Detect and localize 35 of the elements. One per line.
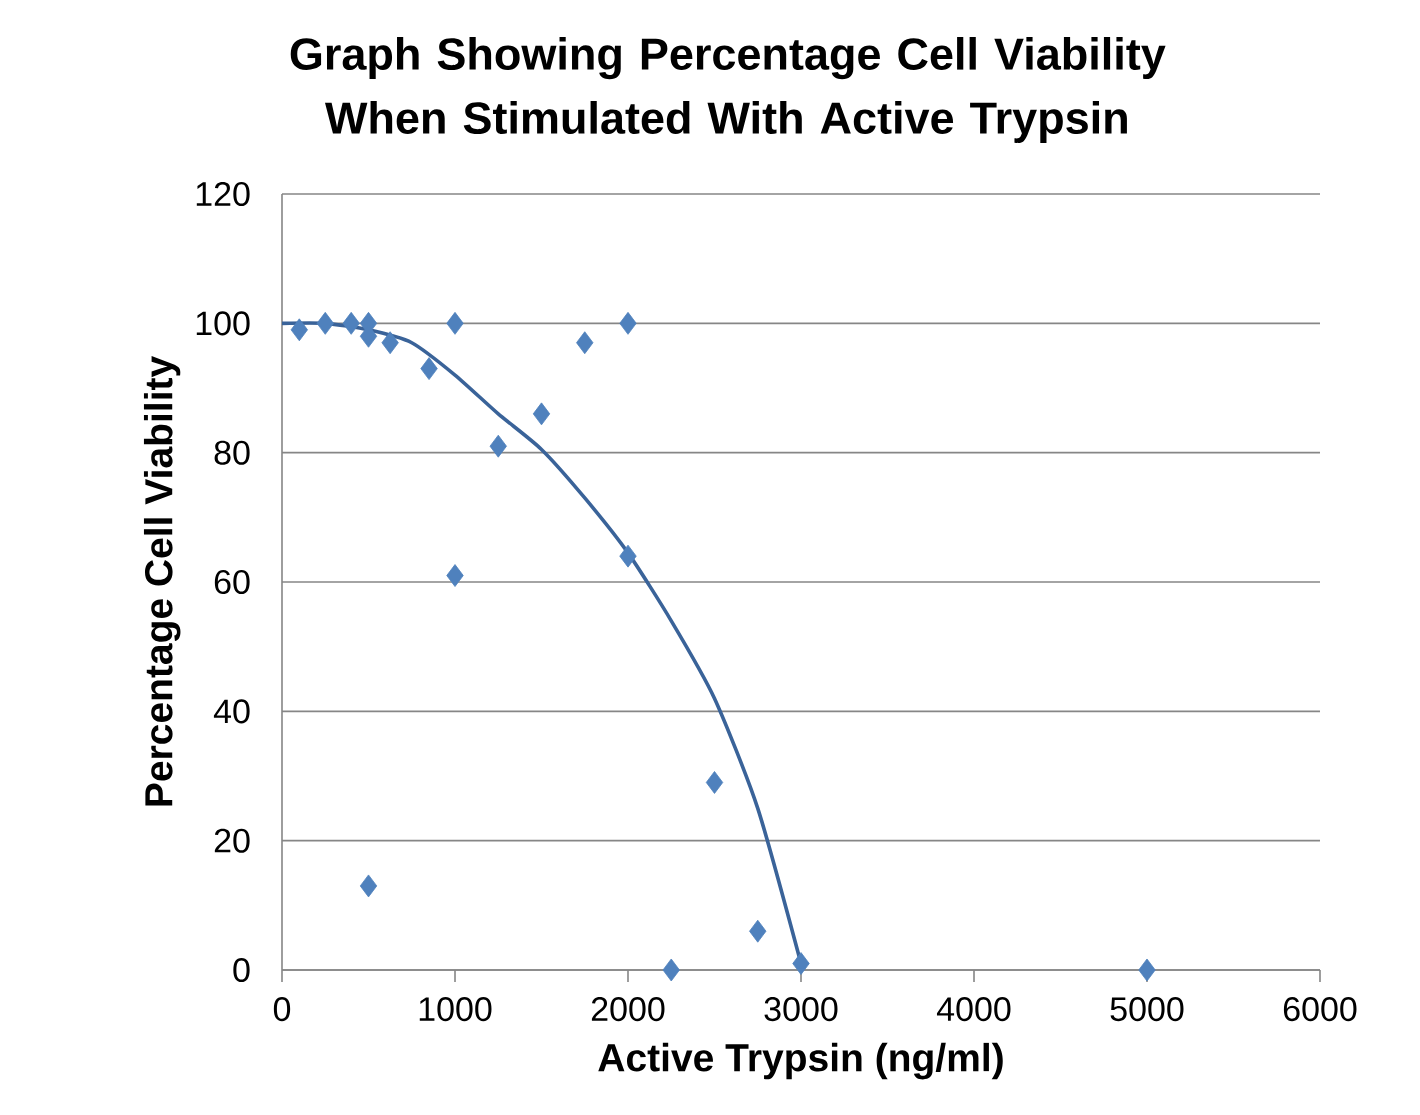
point — [792, 952, 810, 975]
point — [619, 544, 637, 568]
x-tick-label: 5000 — [1110, 997, 1184, 1022]
point — [662, 958, 680, 982]
point — [290, 318, 308, 342]
point — [576, 331, 594, 355]
x-tick-label: 2000 — [591, 997, 665, 1022]
y-tick-label: 120 — [196, 181, 250, 207]
y-tick-label: 100 — [196, 311, 250, 336]
y-tick-label: 80 — [214, 440, 250, 465]
y-tick-label: 20 — [214, 828, 250, 853]
x-tick-label: 0 — [273, 997, 291, 1022]
point — [446, 564, 464, 587]
x-axis-title: Active Trypsin (ng/ml) — [598, 1042, 1003, 1080]
chart-title: Graph Showing Percentage Cell Viability When Stimulated With Active Trypsin — [290, 36, 1166, 143]
point — [749, 919, 767, 943]
point — [381, 331, 399, 355]
y-axis-title: Percentage Cell Viability — [143, 356, 181, 806]
y-tick-label: 40 — [213, 699, 250, 724]
point — [532, 402, 551, 426]
point — [1138, 958, 1156, 982]
x-tick-label: 4000 — [936, 997, 1011, 1022]
point — [420, 357, 438, 380]
x-tick-label: 1000 — [419, 997, 492, 1022]
point — [619, 311, 637, 335]
x-tick-label: 6000 — [1283, 997, 1357, 1022]
point — [446, 311, 464, 335]
y-tick-label: 0 — [233, 957, 250, 983]
point — [359, 874, 378, 898]
point — [316, 311, 334, 335]
y-tick-label: 60 — [214, 569, 250, 595]
point — [342, 311, 360, 335]
point — [489, 434, 507, 458]
point — [705, 771, 724, 794]
x-tick-label: 3000 — [764, 997, 838, 1022]
